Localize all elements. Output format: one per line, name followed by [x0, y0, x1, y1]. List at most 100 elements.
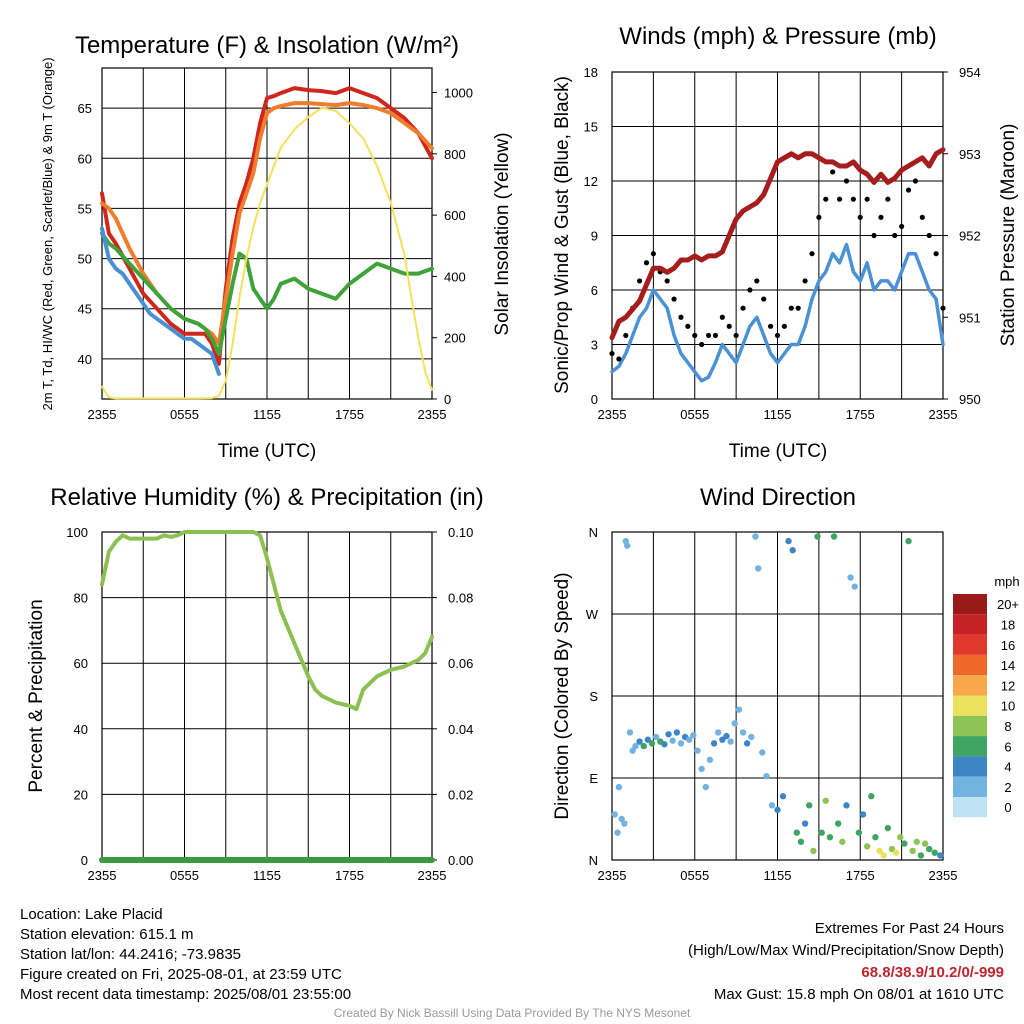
- wdir-point: [822, 797, 829, 804]
- wdir-chart-title: Wind Direction: [700, 484, 856, 511]
- winds-gust-point: [705, 332, 712, 339]
- winds-gust-point: [885, 196, 891, 202]
- temperature-y-tick-label: 60: [78, 151, 92, 166]
- winds-left-axis-title: Sonic/Prop Wind & Gust (Blue, Black): [552, 76, 573, 394]
- wdir-point: [843, 802, 850, 809]
- wdir-point: [710, 740, 718, 747]
- wdir-point: [677, 740, 685, 747]
- wdir-point: [669, 737, 676, 744]
- wdir-point: [661, 741, 668, 748]
- wdir-point: [785, 537, 792, 545]
- winds-gust-point: [671, 296, 677, 302]
- winds-x-tick-label: 1755: [846, 407, 875, 422]
- wdir-point: [723, 732, 730, 740]
- wdir-point: [779, 793, 787, 800]
- winds-gust-point: [623, 332, 629, 339]
- wdir-point: [665, 731, 672, 738]
- temperature-series-2m-t: [100, 86, 434, 366]
- winds-gust-point: [616, 356, 622, 362]
- rh-chart-title: Relative Humidity (%) & Precipitation (i…: [50, 484, 483, 511]
- temperature-y2-tick-label: 600: [444, 208, 466, 223]
- winds-gust-point: [933, 251, 939, 257]
- wdir-x-tick-label: 1755: [846, 868, 875, 883]
- wdir-point: [793, 829, 801, 836]
- wdir-point: [859, 811, 867, 818]
- wdir-point: [739, 729, 747, 736]
- winds-gust-point: [892, 232, 898, 239]
- winds-gust-point: [823, 196, 829, 202]
- wdir-point: [888, 845, 896, 853]
- plot-layers: 2355 0555 1155 1755 235540455055606502004006…: [66, 65, 1019, 883]
- winds-gust-point: [740, 305, 746, 311]
- winds-x-tick-label: 2355: [929, 407, 958, 422]
- wdir-point: [702, 783, 709, 791]
- station-location: Location: Lake Placid: [20, 906, 163, 923]
- temperature-y-tick-label: 45: [78, 302, 92, 317]
- credit-line: Created By Nick Bassill Using Data Provi…: [333, 1006, 691, 1020]
- winds-gust-point: [692, 332, 698, 339]
- wdir-point: [623, 542, 631, 549]
- wdir-point: [735, 706, 743, 713]
- temperature-chart-title: Temperature (F) & Insolation (W/m²): [75, 32, 459, 59]
- wdir-x-tick-label: 0555: [680, 868, 709, 883]
- wdir-point: [897, 834, 904, 841]
- winds-y2-tick-label: 950: [959, 392, 981, 407]
- winds-chart-title: Winds (mph) & Pressure (mb): [619, 23, 936, 50]
- temperature-x-tick-label: 0555: [170, 407, 199, 422]
- rh-x-tick-label: 2355: [88, 868, 117, 883]
- winds-axes: 2355 0555 1155 1755 235503691215189509519529…: [584, 65, 981, 422]
- wdir-point: [868, 793, 875, 800]
- wdir-legend-swatch: [953, 654, 987, 676]
- winds-gust-point: [809, 251, 815, 257]
- temperature-series-solar-insolation: [101, 106, 433, 400]
- wdir-point: [644, 736, 652, 743]
- wdir-x-tick-label: 1155: [764, 868, 792, 883]
- wdir-legend-label: 8: [1004, 719, 1011, 734]
- wdir-point: [636, 738, 643, 745]
- wdir-legend-swatch: [953, 675, 987, 696]
- station-latlon: Station lat/lon: 44.2416; -73.9835: [20, 946, 242, 963]
- wdir-legend-label: 10: [1001, 699, 1015, 714]
- wdir-point: [621, 820, 628, 827]
- wdir-y-tick-label: N: [589, 853, 598, 868]
- wdir-point: [694, 747, 701, 754]
- winds-series-station-pressure: [609, 147, 946, 341]
- wdir-legend-swatch: [953, 797, 987, 818]
- winds-gust-point: [754, 278, 760, 284]
- winds-x-tick-label: 1155: [764, 407, 792, 422]
- figure-created: Figure created on Fri, 2025-08-01, at 23…: [20, 966, 342, 983]
- winds-gust-point: [664, 278, 670, 284]
- wdir-point: [830, 533, 838, 540]
- wdir-point: [714, 729, 722, 736]
- winds-gust-point: [774, 332, 781, 339]
- wdir-point: [611, 811, 618, 818]
- rh-y-tick-label: 60: [74, 656, 88, 671]
- wdir-point: [834, 820, 842, 827]
- wdir-point: [872, 834, 879, 841]
- winds-y-tick-label: 3: [591, 338, 598, 353]
- winds-gust-point: [609, 350, 615, 357]
- temperature-left-axis-title: 2m T, Td, HI/WC (Red, Green, Scarlet/Blu…: [40, 57, 55, 410]
- winds-gust-point: [919, 214, 925, 220]
- wdir-point: [905, 537, 912, 545]
- winds-x-axis-title: Time (UTC): [729, 441, 828, 462]
- wdir-y-tick-label: E: [589, 771, 598, 786]
- wdir-point: [673, 729, 681, 736]
- winds-y-tick-label: 6: [591, 283, 598, 298]
- wdir-point: [748, 733, 755, 741]
- wdir-point: [752, 533, 759, 540]
- wdir-point: [884, 824, 892, 832]
- winds-gust-point: [864, 196, 870, 202]
- wdir-legend-label: 16: [1001, 638, 1015, 653]
- wdir-legend-swatch: [953, 594, 987, 615]
- wdir-left-axis-title: Direction (Colored By Speed): [552, 572, 573, 819]
- extremes-box: Extremes For Past 24 Hours (High/Low/Max…: [688, 918, 1004, 1006]
- temperature-series-td: [100, 231, 434, 356]
- winds-gust-point: [699, 341, 705, 348]
- wdir-point: [917, 852, 925, 859]
- wdir-point: [731, 720, 738, 727]
- rh-series-relative-humidity: [100, 530, 434, 712]
- winds-gust-point: [836, 196, 843, 202]
- wdir-point: [698, 765, 705, 773]
